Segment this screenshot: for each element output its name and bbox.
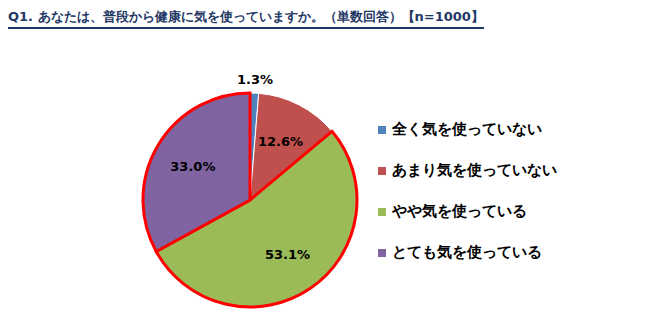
html-text:やや気を使っている: やや気を使っている bbox=[392, 202, 527, 220]
html-text:あまり気を使っていない: あまり気を使っていない bbox=[392, 161, 557, 179]
svg-text:12.6%: 12.6% bbox=[258, 134, 303, 149]
html-text:とても気を使っている: とても気を使っている bbox=[392, 243, 542, 261]
svg-text:1.3%: 1.3% bbox=[237, 72, 273, 87]
html-text:Q1. あなたは、普段から健康に気を使っていますか。（単数回: Q1. あなたは、普段から健康に気を使っていますか。（単数回答）【n=1000】 bbox=[8, 9, 484, 24]
svg-text:53.1%: 53.1% bbox=[265, 247, 310, 262]
html-text:全く気を使っていない: 全く気を使っていない bbox=[392, 120, 542, 138]
svg-text:33.0%: 33.0% bbox=[170, 159, 215, 174]
